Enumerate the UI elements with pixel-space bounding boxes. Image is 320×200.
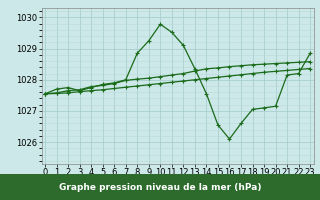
Text: Graphe pression niveau de la mer (hPa): Graphe pression niveau de la mer (hPa) [59,182,261,192]
